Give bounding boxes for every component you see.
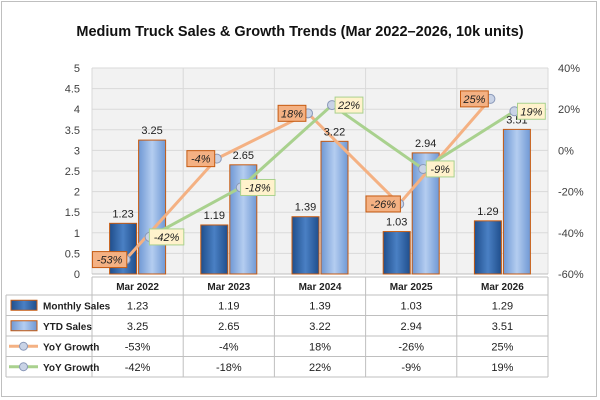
table-cell-value: -26% — [398, 341, 424, 353]
data-label-yoy-growth: -4% — [191, 154, 211, 166]
legend-series-name: YoY Growth — [43, 363, 99, 374]
table-category-label: Mar 2025 — [390, 282, 433, 293]
table-cell-value: 1.23 — [127, 300, 148, 312]
data-label-yoy-growth: -18% — [245, 182, 271, 194]
data-label-ytd-sales: 2.94 — [415, 138, 436, 150]
table-cell-value: -4% — [219, 341, 239, 353]
table-cell-value: 1.19 — [218, 300, 239, 312]
table-category-label: Mar 2024 — [299, 282, 342, 293]
data-label-yoy-growth: -9% — [430, 164, 450, 176]
table-cell-value: 3.22 — [309, 321, 330, 333]
legend-series-name: YoY Growth — [43, 342, 99, 353]
bar-ytd-sales — [320, 140, 349, 275]
left-axis-tick-label: 2.5 — [65, 166, 80, 178]
growth-label-box — [240, 178, 276, 196]
data-label-monthly-sales: 1.19 — [204, 210, 225, 222]
left-axis-tick-label: 2 — [74, 187, 80, 199]
legend-series-name: YTD Sales — [43, 322, 92, 333]
left-axis-tick-label: 1 — [74, 228, 80, 240]
table-cell-value: 25% — [491, 341, 513, 353]
table-cell-value: 18% — [309, 341, 331, 353]
data-label-yoy-growth: 22% — [337, 100, 360, 112]
left-axis-tick-label: 3 — [74, 145, 80, 157]
left-axis-tick-label: 0.5 — [65, 248, 80, 260]
data-label-yoy-growth: -53% — [97, 255, 123, 267]
growth-label-box — [91, 251, 128, 269]
right-axis-tick-label: -60% — [558, 269, 584, 281]
table-cell-value: 1.03 — [400, 300, 421, 312]
data-label-ytd-sales: 2.65 — [233, 150, 254, 162]
growth-label-box — [334, 96, 364, 114]
left-axis-tick-label: 3.5 — [65, 125, 80, 137]
data-label-monthly-sales: 1.29 — [477, 206, 498, 218]
left-axis-tick-label: 1.5 — [65, 207, 80, 219]
table-cell-value: 2.65 — [218, 321, 239, 333]
left-axis-tick-label: 4.5 — [65, 84, 80, 96]
growth-label-box — [425, 160, 455, 178]
chart-title: Medium Truck Sales & Growth Trends (Mar … — [76, 24, 524, 40]
growth-label-box — [277, 104, 307, 122]
table-category-label: Mar 2023 — [207, 282, 250, 293]
legend-key-marker — [19, 362, 28, 372]
data-label-ytd-sales: 3.22 — [324, 126, 345, 138]
table-cell-value: -42% — [125, 362, 151, 374]
table-cell-value: 1.29 — [492, 300, 513, 312]
growth-label-box — [148, 228, 185, 246]
table-cell-value: -18% — [216, 362, 242, 374]
data-label-yoy-growth: -42% — [154, 232, 180, 244]
table-cell-value: 3.25 — [127, 321, 148, 333]
table-cell-value: 3.51 — [492, 321, 513, 333]
bar-ytd-sales — [502, 128, 531, 275]
data-label-yoy-growth: 19% — [520, 106, 542, 118]
table-cell-value: -53% — [125, 341, 151, 353]
bar-monthly-sales — [473, 220, 502, 275]
growth-label-box — [186, 150, 216, 168]
right-axis-tick-label: 20% — [558, 104, 580, 116]
table-cell-value: 2.94 — [400, 321, 421, 333]
table-cell-value: 22% — [309, 362, 331, 374]
data-label-ytd-sales: 3.25 — [141, 125, 162, 137]
left-axis-tick-label: 4 — [74, 104, 80, 116]
data-label-yoy-growth: 25% — [462, 94, 485, 106]
bar-monthly-sales — [291, 216, 320, 275]
table-cell-value: 1.39 — [309, 300, 330, 312]
legend-key-bar — [10, 320, 38, 332]
left-axis-tick-label: 0 — [74, 269, 80, 281]
right-axis-tick-label: 0% — [558, 145, 574, 157]
data-label-monthly-sales: 1.03 — [386, 217, 407, 229]
table-category-label: Mar 2022 — [116, 282, 159, 293]
data-label-yoy-growth: 18% — [281, 108, 303, 120]
left-axis-tick-label: 5 — [74, 63, 80, 75]
table-category-label: Mar 2026 — [481, 282, 524, 293]
bar-monthly-sales — [382, 231, 411, 275]
right-axis-tick-label: -20% — [558, 187, 584, 199]
data-label-yoy-growth: -26% — [370, 199, 396, 211]
data-label-monthly-sales: 1.23 — [112, 208, 133, 220]
bar-monthly-sales — [200, 224, 229, 275]
legend-key-marker — [19, 341, 28, 351]
growth-label-box — [460, 90, 489, 108]
legend-series-name: Monthly Sales — [43, 301, 111, 312]
right-axis-tick-label: -40% — [558, 228, 584, 240]
data-label-monthly-sales: 1.39 — [295, 202, 316, 214]
table-cell-value: 19% — [491, 362, 513, 374]
growth-label-box — [517, 102, 546, 120]
table-cell-value: -9% — [401, 362, 421, 374]
bar-ytd-sales — [138, 139, 167, 275]
right-axis-tick-label: 40% — [558, 63, 580, 75]
growth-label-box — [365, 195, 401, 213]
legend-key-bar — [10, 299, 38, 311]
